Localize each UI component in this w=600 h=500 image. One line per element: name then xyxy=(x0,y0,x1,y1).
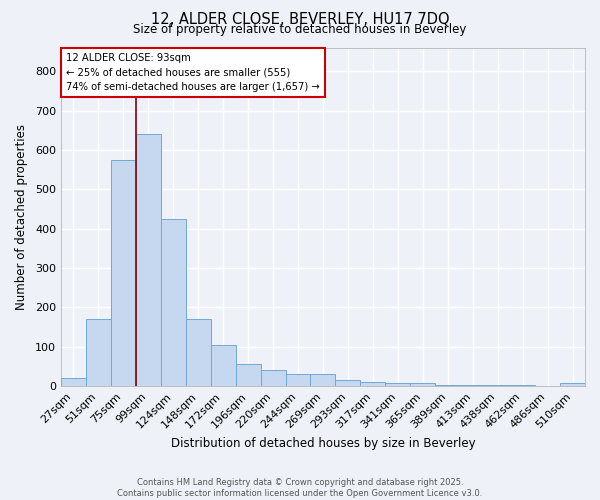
Bar xyxy=(136,134,161,386)
Bar xyxy=(361,382,385,386)
Bar xyxy=(161,219,186,386)
Bar xyxy=(460,385,485,386)
Bar xyxy=(186,320,211,386)
Text: 12, ALDER CLOSE, BEVERLEY, HU17 7DQ: 12, ALDER CLOSE, BEVERLEY, HU17 7DQ xyxy=(151,12,449,28)
X-axis label: Distribution of detached houses by size in Beverley: Distribution of detached houses by size … xyxy=(170,437,475,450)
Bar xyxy=(260,370,286,386)
Text: Size of property relative to detached houses in Beverley: Size of property relative to detached ho… xyxy=(133,22,467,36)
Bar xyxy=(211,345,236,386)
Bar xyxy=(86,320,111,386)
Bar xyxy=(111,160,136,386)
Bar xyxy=(410,384,435,386)
Bar xyxy=(560,383,585,386)
Text: Contains HM Land Registry data © Crown copyright and database right 2025.
Contai: Contains HM Land Registry data © Crown c… xyxy=(118,478,482,498)
Text: 12 ALDER CLOSE: 93sqm
← 25% of detached houses are smaller (555)
74% of semi-det: 12 ALDER CLOSE: 93sqm ← 25% of detached … xyxy=(66,52,320,92)
Bar xyxy=(310,374,335,386)
Y-axis label: Number of detached properties: Number of detached properties xyxy=(15,124,28,310)
Bar xyxy=(335,380,361,386)
Bar xyxy=(61,378,86,386)
Bar xyxy=(385,383,410,386)
Bar xyxy=(435,384,460,386)
Bar xyxy=(286,374,310,386)
Bar xyxy=(236,364,260,386)
